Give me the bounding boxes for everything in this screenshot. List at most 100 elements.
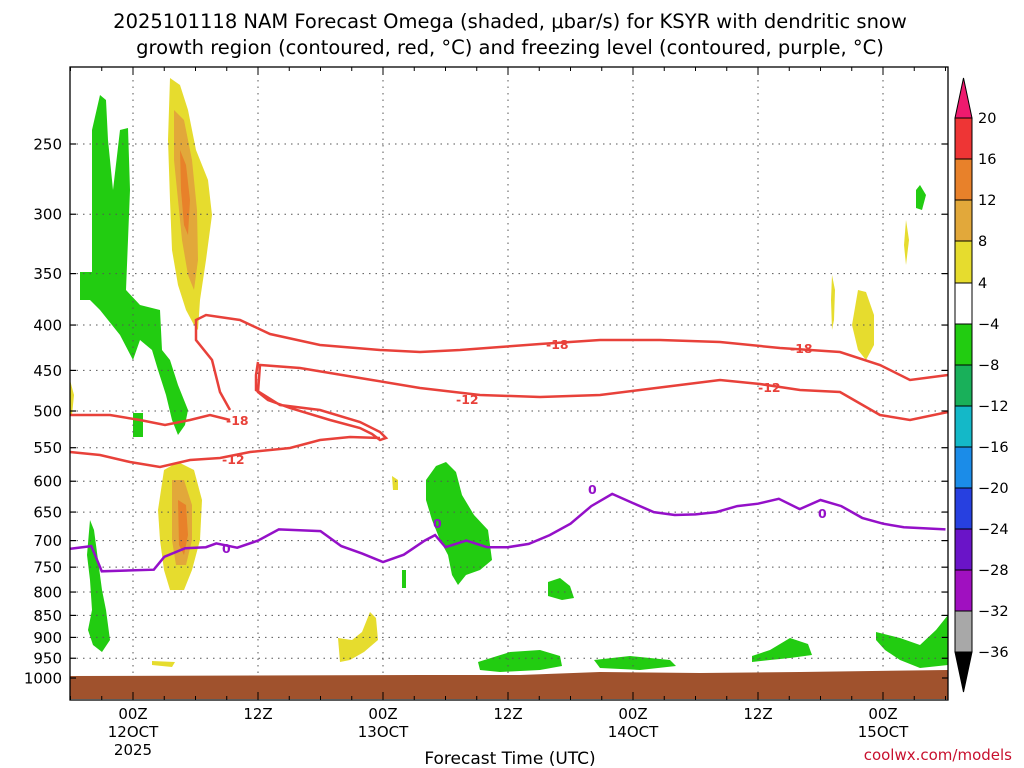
y-tick-label-250: 250 <box>33 136 62 154</box>
colorbar-label-12: −32 <box>978 604 1009 620</box>
colorbar-segment-5 <box>954 323 973 366</box>
omega-pos-region-9 <box>831 275 835 330</box>
chart-title-line-2: growth region (contoured, red, °C) and f… <box>136 36 884 59</box>
colorbar-segment-3 <box>954 240 973 284</box>
y-tick-label-350: 350 <box>33 265 62 283</box>
plot-area <box>70 67 948 700</box>
contour-label-2: -12 <box>222 452 245 467</box>
y-tick-label-400: 400 <box>33 317 62 335</box>
y-tick-label-300: 300 <box>33 206 62 224</box>
omega-pos-region-11 <box>392 476 398 490</box>
omega-neg-region-11 <box>916 185 926 210</box>
omega-neg-region-2 <box>133 413 143 437</box>
contour-label-9: 0 <box>588 482 597 497</box>
colorbar-label-7: −12 <box>978 399 1009 415</box>
ground-surface <box>70 670 948 699</box>
dgz-contour-minus18-upper <box>194 313 949 411</box>
y-tick-label-600: 600 <box>33 473 62 491</box>
chart-title-line-1: 2025101118 NAM Forecast Omega (shaded, μ… <box>113 10 907 33</box>
colorbar-label-11: −28 <box>978 563 1009 579</box>
contour-labels: -18 -12 -12 -18 -18 -12 0 0 0 0 <box>222 337 827 556</box>
x-tick-label-date-78: 15OCT <box>858 723 909 741</box>
grid-lines <box>70 67 948 700</box>
omega-neg-region-7 <box>478 650 562 672</box>
colorbar-label-10: −24 <box>978 522 1009 538</box>
dgz-contour-minus12-lower <box>69 435 381 469</box>
contour-label-6: -12 <box>758 380 781 395</box>
x-tick-label-time-18: 12Z <box>243 705 272 723</box>
x-tick-label-time-78: 00Z <box>868 705 897 723</box>
x-tick-label-time-6: 00Z <box>118 705 147 723</box>
colorbar-segment-8 <box>954 446 973 489</box>
colorbar-segment-7 <box>954 405 973 448</box>
x-tick-label-time-66: 12Z <box>743 705 772 723</box>
omega-pos-region-12 <box>70 380 74 415</box>
y-tick-label-900: 900 <box>33 629 62 647</box>
colorbar-label-5: −4 <box>978 317 999 333</box>
contour-label-10: 0 <box>818 506 827 521</box>
colorbar: 20 16 12 8 4 −4 −8 −12 −16 −20 −24 −28 −32 −36 <box>954 77 1009 693</box>
colorbar-label-3: 8 <box>978 234 987 250</box>
colorbar-segment-1 <box>954 158 973 201</box>
x-tick-label-date-30: 13OCT <box>358 723 409 741</box>
freezing-level-contour <box>70 492 946 573</box>
watermark-text: coolwx.com/models <box>864 746 1012 764</box>
omega-shading <box>70 78 948 672</box>
omega-neg-region-3 <box>87 520 110 652</box>
dgz-contour-minus18-lower <box>70 413 231 427</box>
colorbar-label-0: 20 <box>978 111 996 127</box>
plot-frame <box>69 66 949 701</box>
y-tick-label-750: 750 <box>33 559 62 577</box>
y-tick-label-450: 450 <box>33 362 62 380</box>
colorbar-label-9: −20 <box>978 481 1009 497</box>
omega-pos-region-13 <box>152 661 175 667</box>
colorbar-segment-9 <box>954 487 973 530</box>
y-tick-label-550: 550 <box>33 439 62 457</box>
colorbar-segment-2 <box>954 199 973 242</box>
colorbar-label-1: 16 <box>978 152 996 168</box>
omega-neg-region-9 <box>752 638 812 662</box>
omega-neg-region-5 <box>548 578 574 600</box>
y-tick-label-1000: 1000 <box>24 670 62 688</box>
colorbar-segment-12 <box>954 610 973 653</box>
x-axis-title: Forecast Time (UTC) <box>424 749 595 768</box>
colorbar-label-13: −36 <box>978 645 1009 661</box>
dgz-contour-minus12-upper <box>254 361 949 442</box>
y-tick-label-500: 500 <box>33 403 62 421</box>
colorbar-segment-6 <box>954 364 973 407</box>
omega-pos-region-6 <box>178 500 188 555</box>
contour-label-5: -18 <box>790 341 813 356</box>
x-tick-label-date-54: 14OCT <box>608 723 659 741</box>
contour-label-8: 0 <box>433 516 442 531</box>
colorbar-segment-11 <box>954 569 973 612</box>
colorbar-label-4: 4 <box>978 276 987 292</box>
omega-neg-region-8 <box>594 656 676 670</box>
contour-label-4: -18 <box>546 337 569 352</box>
x-tick-label-time-30: 00Z <box>368 705 397 723</box>
colorbar-segment-10 <box>954 528 973 571</box>
omega-pos-region-7 <box>338 612 378 662</box>
dgz-contours <box>69 313 949 469</box>
omega-neg-region-1 <box>80 95 188 435</box>
colorbar-arrow-bottom <box>954 651 973 693</box>
omega-neg-region-10 <box>876 615 948 668</box>
x-tick-label-time-54: 00Z <box>618 705 647 723</box>
x-tick-label-date-6: 12OCT <box>108 723 159 741</box>
colorbar-segment-0 <box>954 117 973 160</box>
omega-pos-region-10 <box>904 220 909 265</box>
y-tick-label-850: 850 <box>33 607 62 625</box>
colorbar-segment-4 <box>954 282 973 325</box>
y-axis: 250 300 350 400 450 500 550 600 650 700 750 800 850 9… <box>24 136 948 688</box>
colorbar-label-6: −8 <box>978 358 999 374</box>
omega-neg-region-6 <box>402 570 406 588</box>
contour-label-7: 0 <box>222 541 231 556</box>
colorbar-label-8: −16 <box>978 440 1009 456</box>
contour-label-3: -12 <box>456 392 479 407</box>
y-tick-label-650: 650 <box>33 504 62 522</box>
x-tick-label-year-6: 2025 <box>114 741 152 759</box>
y-tick-label-950: 950 <box>33 650 62 668</box>
contour-label-1: -18 <box>226 413 249 428</box>
y-tick-label-700: 700 <box>33 532 62 550</box>
